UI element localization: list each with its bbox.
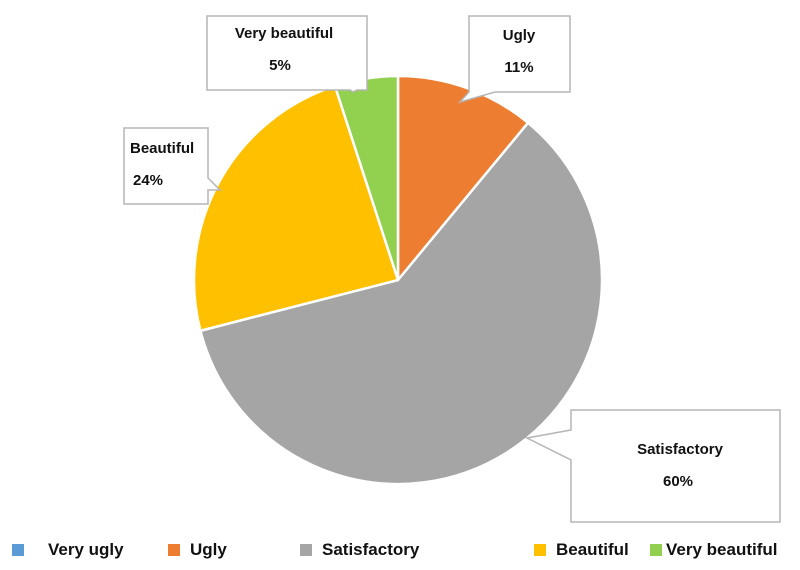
legend-swatch-ugly <box>168 544 180 556</box>
callout-label-beautiful: Beautiful <box>130 140 194 157</box>
callout-value-very-beautiful: 5% <box>269 57 291 74</box>
legend-label-very-beautiful: Very beautiful <box>666 540 778 559</box>
legend-label-satisfactory: Satisfactory <box>322 540 420 559</box>
legend-swatch-very-ugly <box>12 544 24 556</box>
pie-slice-beautiful <box>192 84 400 332</box>
legend-item-satisfactory: Satisfactory <box>300 540 419 560</box>
callout-box-very-beautiful <box>206 15 368 93</box>
legend-swatch-beautiful <box>534 544 546 556</box>
legend: Very ugly Ugly Satisfactory Beautiful Ve… <box>0 532 800 568</box>
legend-label-very-ugly: Very ugly <box>48 540 124 559</box>
pie-chart: Ugly 11% Very beautiful 5% Beautiful 24%… <box>123 15 781 523</box>
callout-label-very-beautiful: Very beautiful <box>235 25 333 42</box>
legend-item-ugly: Ugly <box>168 540 227 560</box>
legend-item-very-ugly: Very ugly <box>12 540 124 560</box>
pie-slice-ugly <box>396 74 530 282</box>
legend-label-ugly: Ugly <box>190 540 227 559</box>
callout-satisfactory: Satisfactory 60% <box>524 409 781 523</box>
legend-item-very-beautiful: Very beautiful <box>650 540 777 560</box>
callout-label-satisfactory: Satisfactory <box>637 441 724 458</box>
callout-value-satisfactory: 60% <box>663 473 693 490</box>
callout-label-ugly: Ugly <box>503 27 536 44</box>
pie-slice-satisfactory <box>199 121 604 486</box>
callout-beautiful: Beautiful 24% <box>123 127 222 205</box>
legend-swatch-satisfactory <box>300 544 312 556</box>
legend-item-beautiful: Beautiful <box>534 540 629 560</box>
callout-value-ugly: 11% <box>504 59 533 76</box>
callout-value-beautiful: 24% <box>133 172 163 189</box>
callout-box-ugly <box>457 15 571 104</box>
callout-box-beautiful <box>123 127 222 205</box>
callout-box-satisfactory <box>524 409 781 523</box>
callout-very-beautiful: Very beautiful 5% <box>206 15 368 93</box>
callout-ugly: Ugly 11% <box>457 15 571 104</box>
legend-swatch-very-beautiful <box>650 544 662 556</box>
pie-slices <box>192 74 604 486</box>
legend-label-beautiful: Beautiful <box>556 540 629 559</box>
